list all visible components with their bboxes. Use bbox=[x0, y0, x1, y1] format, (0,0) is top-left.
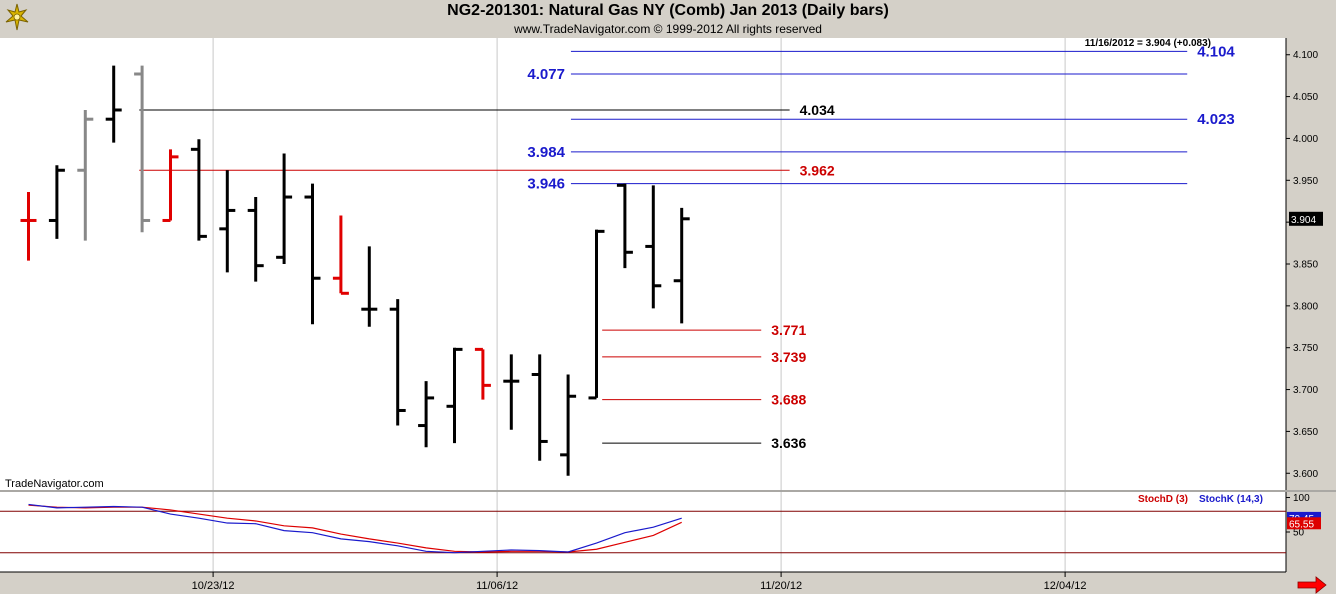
ohlc-bar bbox=[332, 215, 349, 295]
ohlc-bar bbox=[560, 374, 577, 476]
x-tick-label: 11/20/12 bbox=[760, 580, 802, 592]
fibonacci-levels: 4.104 4.077 4.034 4.023 3.984 3.962 3.946 3.771… bbox=[139, 43, 1235, 451]
ohlc-bar bbox=[48, 165, 65, 239]
ohlc-bars bbox=[20, 65, 690, 476]
x-tick-label: 11/06/12 bbox=[476, 580, 518, 592]
y-tick-label: 4.100 bbox=[1293, 50, 1318, 61]
ohlc-bar bbox=[418, 381, 435, 448]
ohlc-bar bbox=[389, 299, 406, 426]
y-tick-label: 3.800 bbox=[1293, 301, 1318, 312]
stochastic-panel: 1005070.4565.55 bbox=[0, 490, 1336, 573]
level-label: 3.771 bbox=[771, 322, 806, 338]
ohlc-bar bbox=[616, 183, 633, 269]
level-label: 4.034 bbox=[800, 102, 835, 118]
y-tick-label: 3.950 bbox=[1293, 176, 1318, 187]
y-tick-label: 3.750 bbox=[1293, 343, 1318, 354]
stoch-panel[interactable] bbox=[0, 492, 1286, 572]
stoch-y-tick-label: 50 bbox=[1293, 528, 1305, 539]
level-label: 3.962 bbox=[800, 162, 835, 178]
ohlc-bar bbox=[361, 246, 378, 327]
ohlc-bar bbox=[134, 65, 151, 233]
ohlc-bar bbox=[446, 347, 463, 444]
price-panel[interactable] bbox=[0, 38, 1286, 490]
ohlc-bar bbox=[190, 139, 207, 241]
stoch-d-tag bbox=[1287, 517, 1321, 530]
ohlc-bar bbox=[474, 347, 491, 400]
y-tick-label: 4.000 bbox=[1293, 134, 1318, 145]
ohlc-bar bbox=[645, 185, 662, 309]
stoch-y-tick-label: 100 bbox=[1293, 493, 1310, 504]
scroll-right-arrow-icon[interactable] bbox=[1297, 576, 1327, 594]
ohlc-bar bbox=[588, 229, 605, 400]
level-label: 4.104 bbox=[1197, 43, 1235, 60]
ohlc-bar bbox=[304, 183, 321, 325]
ohlc-bar bbox=[247, 197, 264, 282]
ohlc-bar bbox=[503, 354, 520, 430]
x-tick-label: 10/23/12 bbox=[192, 580, 235, 592]
copyright-subtitle: www.TradeNavigator.com © 1999-2012 All r… bbox=[514, 22, 822, 36]
watermark-label: TradeNavigator.com bbox=[5, 478, 104, 490]
y-tick-label: 3.850 bbox=[1293, 260, 1318, 271]
current-price-tag bbox=[1289, 211, 1323, 226]
chart-header: NG2-201301: Natural Gas NY (Comb) Jan 20… bbox=[0, 0, 1336, 38]
level-label: 4.077 bbox=[527, 66, 565, 83]
stoch-k-line bbox=[28, 503, 682, 554]
ohlc-bar bbox=[20, 192, 37, 261]
y-tick-label: 3.650 bbox=[1293, 427, 1318, 438]
level-label: 3.984 bbox=[527, 144, 565, 161]
ohlc-bar bbox=[673, 207, 690, 324]
trade-navigator-logo-icon[interactable] bbox=[4, 2, 30, 32]
level-label: 3.946 bbox=[527, 176, 565, 193]
level-label: 4.023 bbox=[1197, 111, 1235, 128]
date-axis: 10/23/12 11/06/12 11/20/12 12/04/12 bbox=[192, 572, 1087, 592]
ohlc-bar bbox=[219, 170, 236, 273]
ohlc-bar bbox=[105, 65, 122, 143]
stoch-k-legend: StochK (14,3) bbox=[1199, 494, 1263, 505]
current-price-label: 3.904 bbox=[1291, 215, 1316, 226]
level-label: 3.739 bbox=[771, 349, 806, 365]
price-axis: 4.1004.0504.0003.9503.9003.8503.8003.750… bbox=[1285, 38, 1323, 490]
last-quote-label: 11/16/2012 = 3.904 (+0.083) bbox=[1085, 38, 1211, 49]
level-label: 3.636 bbox=[771, 435, 806, 451]
stoch-d-legend: StochD (3) bbox=[1138, 494, 1188, 505]
ohlc-bar bbox=[162, 149, 179, 222]
y-tick-label: 3.700 bbox=[1293, 385, 1318, 396]
chart-title: NG2-201301: Natural Gas NY (Comb) Jan 20… bbox=[447, 2, 889, 19]
y-tick-label: 4.050 bbox=[1293, 92, 1318, 103]
ohlc-bar bbox=[531, 354, 548, 461]
level-label: 3.688 bbox=[771, 392, 806, 408]
stoch-d-value: 65.55 bbox=[1289, 519, 1314, 530]
x-tick-label: 12/04/12 bbox=[1044, 580, 1087, 592]
vertical-gridlines bbox=[212, 38, 1066, 572]
y-tick-label: 3.600 bbox=[1293, 469, 1318, 480]
ohlc-bar bbox=[276, 153, 293, 264]
ohlc-bar bbox=[77, 109, 94, 241]
